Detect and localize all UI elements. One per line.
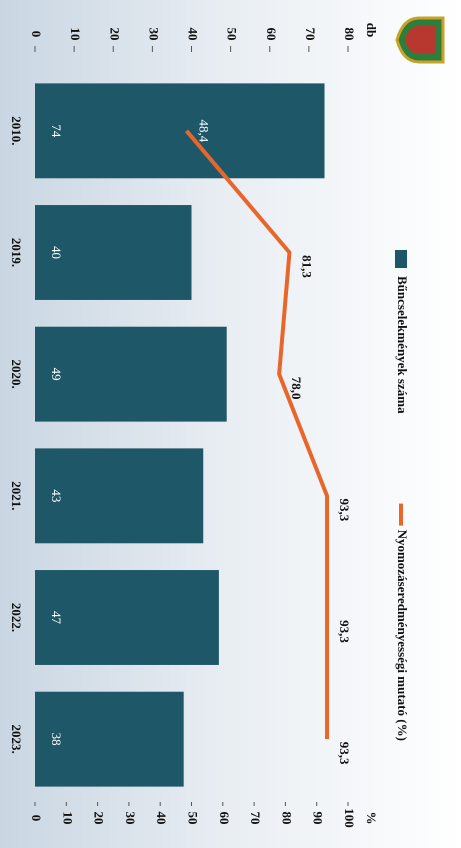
y2-axis-title: % — [364, 812, 379, 825]
x-tick-label: 2023. — [9, 725, 24, 754]
y2-tick-label: 0 — [29, 815, 44, 822]
y-tick-label: 0 — [29, 31, 44, 38]
bar — [34, 448, 204, 544]
y2-tick-label: 100 — [342, 808, 357, 828]
bar-value-label: 38 — [49, 733, 64, 746]
bar — [35, 205, 192, 300]
y2-tick-label: 60 — [217, 812, 232, 825]
y-tick-label: 50 — [225, 28, 240, 41]
y2-tick-label: 20 — [92, 812, 107, 825]
y2-tick-label: 70 — [248, 812, 263, 825]
x-tick-label: 2010. — [9, 116, 24, 145]
y-tick-label: 10 — [68, 28, 83, 41]
x-tick-label: 2022. — [9, 603, 24, 632]
line — [184, 129, 330, 740]
line-value-label: 93,3 — [337, 498, 352, 521]
bar — [35, 83, 325, 179]
y-tick-label: 20 — [107, 28, 122, 41]
bar-value-label: 47 — [49, 611, 64, 625]
y-tick-label: 30 — [146, 28, 161, 41]
legend-label: Bűncselekmények száma — [395, 276, 410, 414]
legend-swatch — [395, 250, 407, 268]
y-axis-title: db — [364, 23, 379, 37]
line-value-label: 48,4 — [197, 119, 212, 142]
bar — [35, 570, 219, 665]
bar-value-label: 40 — [49, 246, 64, 259]
bar — [34, 691, 184, 787]
y-tick-label: 40 — [186, 28, 201, 41]
logo — [395, 16, 445, 64]
bar — [35, 326, 227, 422]
line-value-label: 93,3 — [337, 742, 352, 765]
bar-value-label: 74 — [49, 124, 64, 138]
x-tick-label: 2019. — [9, 238, 24, 267]
line-value-label: 93,3 — [337, 620, 352, 643]
y2-tick-label: 10 — [60, 812, 75, 825]
legend-label: Nyomozáseredményességi mutató (%) — [395, 530, 410, 741]
y-tick-label: 80 — [342, 28, 357, 41]
y2-tick-label: 40 — [154, 812, 169, 825]
rotated-chart: db% 0 10 20 30 40 50 60 70 80 0 10 20 30 40 50 60 70 80 90 1… — [9, 16, 445, 828]
y2-tick-label: 90 — [311, 812, 326, 825]
x-tick-label: 2020. — [9, 360, 24, 389]
y-tick-label: 70 — [303, 28, 318, 41]
line-value-label: 81,3 — [299, 255, 314, 278]
y2-tick-label: 30 — [123, 812, 138, 825]
y2-tick-label: 80 — [279, 812, 294, 825]
x-tick-label: 2021. — [9, 481, 24, 510]
line-value-label: 78,0 — [289, 377, 304, 400]
bar-value-label: 43 — [49, 489, 64, 502]
y-tick-label: 60 — [264, 28, 279, 41]
bar-value-label: 49 — [49, 368, 64, 381]
y2-tick-label: 50 — [186, 812, 201, 825]
